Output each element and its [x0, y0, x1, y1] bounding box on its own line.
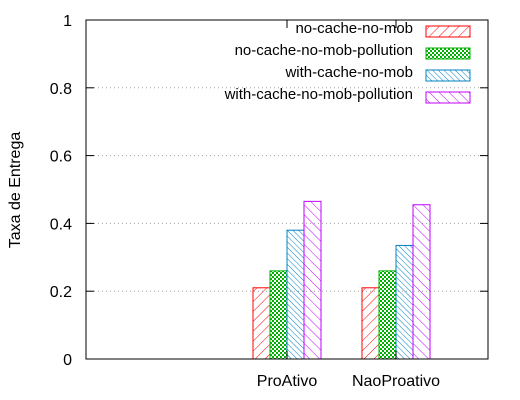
- y-tick-label: 0.8: [50, 81, 72, 98]
- bar-with-cache-no-mob-pollution-ProAtivo: [303, 200, 322, 360]
- legend-swatch: [425, 91, 471, 104]
- y-tick-label: 0.6: [50, 149, 72, 166]
- y-tick-labels: 0 0.2 0.4 0.6 0.8 1: [50, 13, 72, 369]
- legend-label: with-cache-no-mob: [284, 64, 413, 81]
- x-tick-label: ProAtivo: [257, 373, 318, 390]
- legend-swatch: [425, 69, 471, 82]
- bar-no-cache-no-mob-pollution-NaoProativo: [378, 270, 397, 360]
- legend-label: no-cache-no-mob-pollution: [235, 42, 413, 59]
- x-tick-labels: ProAtivo NaoProativo: [257, 373, 440, 390]
- y-tick-label: 0.4: [50, 216, 72, 233]
- y-tick-label: 1: [63, 13, 72, 30]
- y-axis-label: Taxa de Entrega: [7, 132, 24, 249]
- legend-swatch: [425, 47, 471, 60]
- bar-with-cache-no-mob-NaoProativo: [395, 244, 414, 360]
- x-tick-label: NaoProativo: [352, 373, 440, 390]
- bar-no-cache-no-mob-NaoProativo: [361, 287, 380, 360]
- legend-label: with-cache-no-mob-pollution: [224, 86, 413, 103]
- bar-with-cache-no-mob-ProAtivo: [286, 229, 305, 360]
- bar-no-cache-no-mob-pollution-ProAtivo: [269, 270, 288, 360]
- y-tick-label: 0.2: [50, 284, 72, 301]
- legend: no-cache-no-mob no-cache-no-mob-pollution…: [224, 20, 471, 104]
- y-tick-label: 0: [63, 352, 72, 369]
- bars: [252, 200, 431, 360]
- plot-frame: [85, 19, 489, 360]
- legend-swatch: [425, 25, 471, 38]
- bar-with-cache-no-mob-pollution-NaoProativo: [412, 204, 431, 360]
- bar-no-cache-no-mob-ProAtivo: [252, 287, 271, 360]
- axes: [85, 19, 489, 360]
- legend-label: no-cache-no-mob: [295, 20, 413, 37]
